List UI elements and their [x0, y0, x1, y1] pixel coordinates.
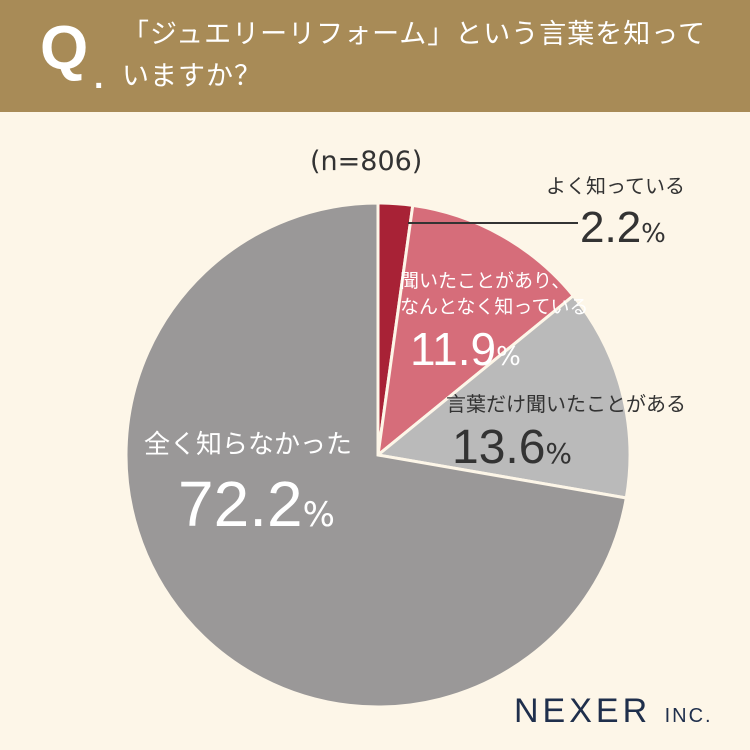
- pie-slice-2: [375, 203, 576, 459]
- question-dot: .: [94, 58, 104, 96]
- question-header: Q . 「ジュエリーリフォーム」という言葉を知って いますか？: [0, 0, 750, 112]
- label-slice-4-name: 全く知らなかった: [144, 430, 353, 460]
- label-slice-4-value: 72.2%: [178, 468, 335, 540]
- label-slice-1-value: 2.2%: [580, 203, 666, 252]
- question-mark-letter: Q: [40, 14, 89, 83]
- label-slice-2-name: 聞いたことがあり、 なんとなく知っている: [400, 270, 589, 318]
- pie-slice-4: [124, 201, 629, 709]
- label-slice-2-value: 11.9%: [410, 323, 521, 375]
- pie-slice-3: [374, 293, 632, 500]
- question-line-2: いますか？: [122, 61, 262, 92]
- nexer-logo: NEXER INC.: [514, 692, 713, 730]
- question-text: 「ジュエリーリフォーム」という言葉を知って いますか？: [122, 14, 732, 98]
- question-line-1: 「ジュエリーリフォーム」という言葉を知って: [122, 19, 706, 50]
- label-slice-3-name: 言葉だけ聞いたことがある: [446, 392, 686, 416]
- sample-size: (n=806): [310, 146, 423, 177]
- label-slice-3-value: 13.6%: [452, 421, 573, 474]
- label-slice-1-name: よく知っている: [546, 174, 685, 198]
